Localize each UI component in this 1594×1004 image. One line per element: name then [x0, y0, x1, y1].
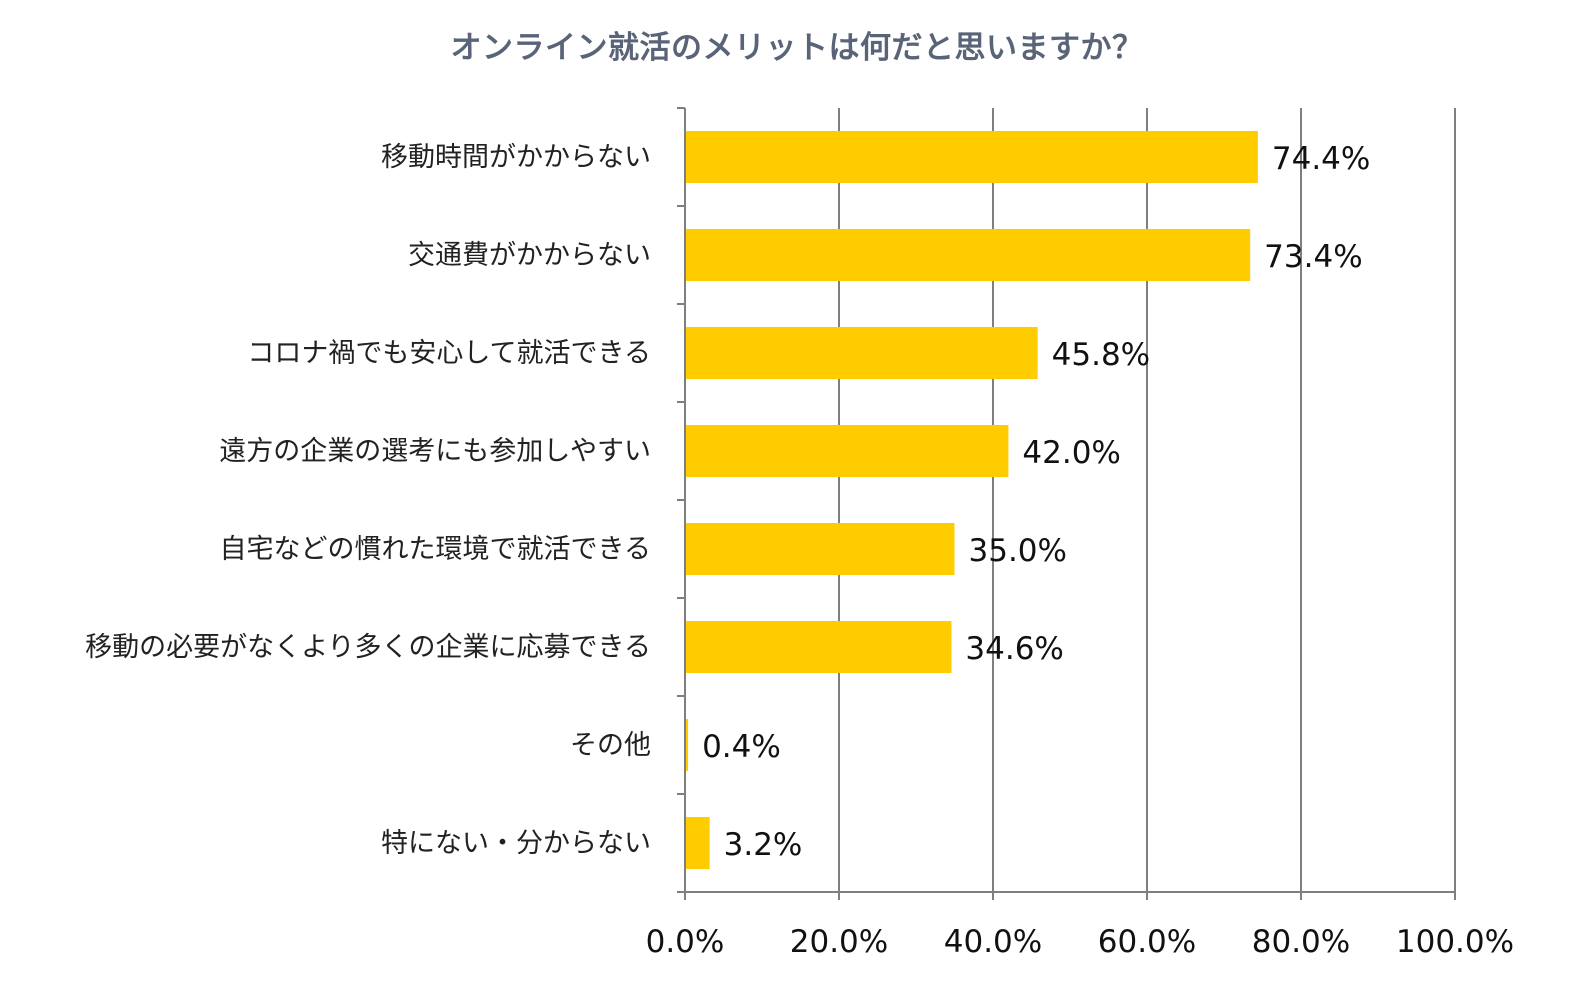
bar	[685, 621, 952, 673]
bar	[685, 131, 1258, 183]
data-label: 35.0%	[969, 533, 1067, 569]
x-tick-label: 80.0%	[1252, 924, 1350, 960]
x-tick-label: 20.0%	[790, 924, 888, 960]
data-label: 42.0%	[1022, 435, 1120, 471]
bar	[685, 523, 955, 575]
category-label: 移動時間がかからない	[381, 142, 651, 173]
label-layer: 0.0% 20.0% 40.0% 60.0% 80.0% 100.0% 移動時間がかからない…	[85, 141, 1514, 960]
x-tick-label: 40.0%	[944, 924, 1042, 960]
data-label: 34.6%	[965, 631, 1063, 667]
bar	[685, 719, 689, 771]
category-label: 遠方の企業の選考にも参加しやすい	[219, 436, 651, 467]
bar	[685, 229, 1251, 281]
data-label: 73.4%	[1264, 239, 1362, 275]
data-label: 3.2%	[724, 827, 803, 863]
category-label: 移動の必要がなくより多くの企業に応募できる	[85, 632, 651, 663]
category-label: 交通費がかからない	[408, 240, 651, 271]
data-label: 0.4%	[702, 729, 781, 765]
grid-layer	[838, 108, 1456, 892]
x-tick-label: 0.0%	[646, 924, 725, 960]
x-tick-label: 100.0%	[1396, 924, 1514, 960]
axis-layer	[677, 107, 1456, 900]
data-label: 45.8%	[1052, 337, 1150, 373]
data-label: 74.4%	[1272, 141, 1370, 177]
chart-title: オンライン就活のメリットは何だと思いますか？	[450, 30, 1144, 66]
category-label: 自宅などの慣れた環境で就活できる	[220, 534, 651, 565]
category-label: コロナ禍でも安心して就活できる	[247, 338, 651, 369]
bar	[685, 327, 1038, 379]
bar-layer	[685, 131, 1258, 869]
bar	[685, 425, 1009, 477]
x-tick-label: 60.0%	[1098, 924, 1196, 960]
category-label: その他	[570, 730, 651, 761]
category-label: 特にない・分からない	[381, 828, 651, 859]
bar	[685, 817, 710, 869]
